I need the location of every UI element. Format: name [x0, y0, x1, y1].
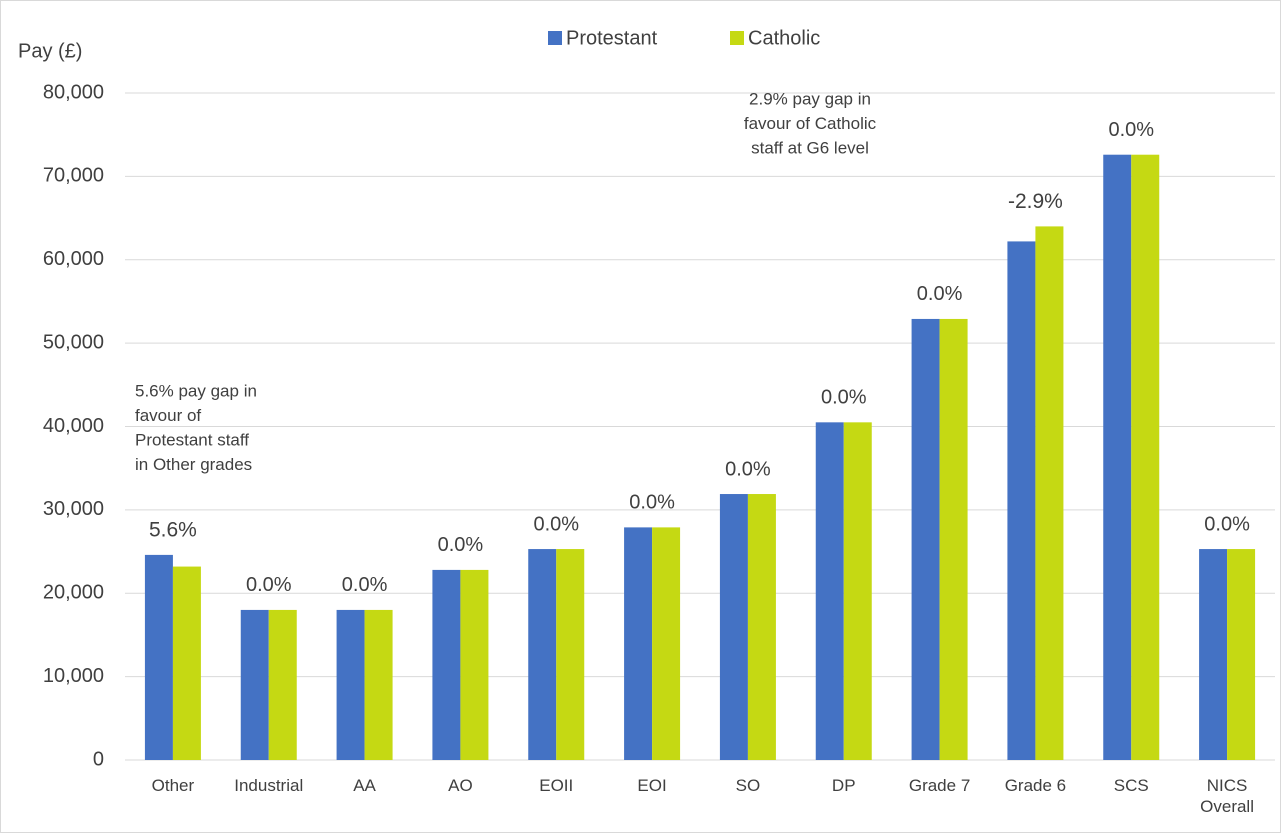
- bar: [144, 554, 173, 760]
- bar: [1035, 226, 1064, 760]
- annotation: 2.9% pay gap in: [749, 89, 871, 108]
- bar: [336, 609, 365, 760]
- gap-label: 0.0%: [1108, 119, 1154, 141]
- annotation: in Other grades: [135, 455, 252, 474]
- x-tick-label: Other: [151, 776, 195, 795]
- bar: [719, 494, 748, 760]
- bar: [556, 549, 585, 760]
- bar: [528, 549, 557, 760]
- legend-label: Catholic: [748, 27, 820, 49]
- annotation: favour of Catholic: [744, 114, 877, 133]
- x-tick-label-box: NICS Overall: [1200, 776, 1254, 816]
- annotation: staff at G6 level: [751, 138, 869, 157]
- gap-label: 0.0%: [1204, 513, 1250, 535]
- bar: [240, 609, 269, 760]
- x-tick-label: EOII: [539, 776, 574, 795]
- x-tick-label: SCS: [1113, 776, 1149, 795]
- x-tick-label: SO: [735, 776, 761, 795]
- y-tick-label: 70,000: [43, 165, 104, 187]
- annotation: 5.6% pay gap in: [135, 381, 257, 400]
- bar: [172, 566, 201, 760]
- y-tick-label: 20,000: [43, 582, 104, 604]
- annotation: Protestant staff: [135, 430, 249, 449]
- legend-swatch: [548, 31, 562, 45]
- x-tick-label: EOI: [637, 776, 667, 795]
- gap-label: 5.6%: [149, 518, 197, 541]
- gap-label: 0.0%: [629, 492, 675, 514]
- y-axis-label: Pay (£): [18, 40, 82, 62]
- bar: [364, 609, 393, 760]
- x-tick-label-box: Grade 6: [1004, 776, 1067, 795]
- bar: [815, 422, 844, 760]
- bar: [460, 569, 489, 760]
- bar: [652, 527, 681, 760]
- y-tick-label: 0: [93, 748, 104, 770]
- x-tick-label: AO: [448, 776, 473, 795]
- gap-label: 0.0%: [533, 513, 579, 535]
- y-tick-label: 50,000: [43, 331, 104, 353]
- y-tick-label: 10,000: [43, 665, 104, 687]
- x-tick-label-box: DP: [831, 776, 856, 795]
- gap-label: 0.0%: [917, 283, 963, 305]
- x-tick-label-box: AO: [448, 776, 473, 795]
- x-tick-label: DP: [831, 776, 856, 795]
- x-tick-label: Grade 6: [1004, 776, 1067, 795]
- bar: [268, 609, 297, 760]
- x-tick-label: NICS Overall: [1200, 776, 1254, 816]
- bar: [432, 569, 461, 760]
- legend-label: Protestant: [566, 27, 658, 49]
- bar: [939, 318, 968, 760]
- x-tick-label: AA: [353, 776, 376, 795]
- x-tick-label-box: AA: [353, 776, 376, 795]
- bar: [1007, 241, 1036, 761]
- y-tick-label: 80,000: [43, 81, 104, 103]
- bar: [1103, 154, 1132, 760]
- x-tick-label: Grade 7: [908, 776, 971, 795]
- bar: [624, 527, 653, 760]
- y-tick-label: 60,000: [43, 248, 104, 270]
- bar: [1131, 154, 1160, 760]
- legend-swatch: [730, 31, 744, 45]
- x-tick-label-box: Industrial: [234, 776, 304, 795]
- bar: [911, 318, 940, 760]
- x-tick-label: Industrial: [234, 776, 304, 795]
- y-tick-label: 30,000: [43, 498, 104, 520]
- x-tick-label-box: SO: [735, 776, 761, 795]
- bar: [843, 422, 872, 760]
- x-tick-label-box: EOII: [539, 776, 574, 795]
- bar: [747, 494, 776, 760]
- y-tick-label: 40,000: [43, 415, 104, 437]
- x-tick-label-box: Grade 7: [908, 776, 971, 795]
- bar: [1227, 549, 1256, 760]
- gap-label: -2.9%: [1008, 190, 1063, 213]
- gap-label: 0.0%: [725, 458, 771, 480]
- annotation: favour of: [135, 406, 201, 425]
- x-tick-label-box: Other: [151, 776, 195, 795]
- gap-label: 0.0%: [438, 534, 484, 556]
- x-tick-label-box: SCS: [1113, 776, 1149, 795]
- gap-label: 0.0%: [821, 387, 867, 409]
- x-tick-label-box: EOI: [637, 776, 667, 795]
- gap-label: 0.0%: [342, 574, 388, 596]
- bar: [1199, 549, 1228, 760]
- gap-label: 0.0%: [246, 574, 292, 596]
